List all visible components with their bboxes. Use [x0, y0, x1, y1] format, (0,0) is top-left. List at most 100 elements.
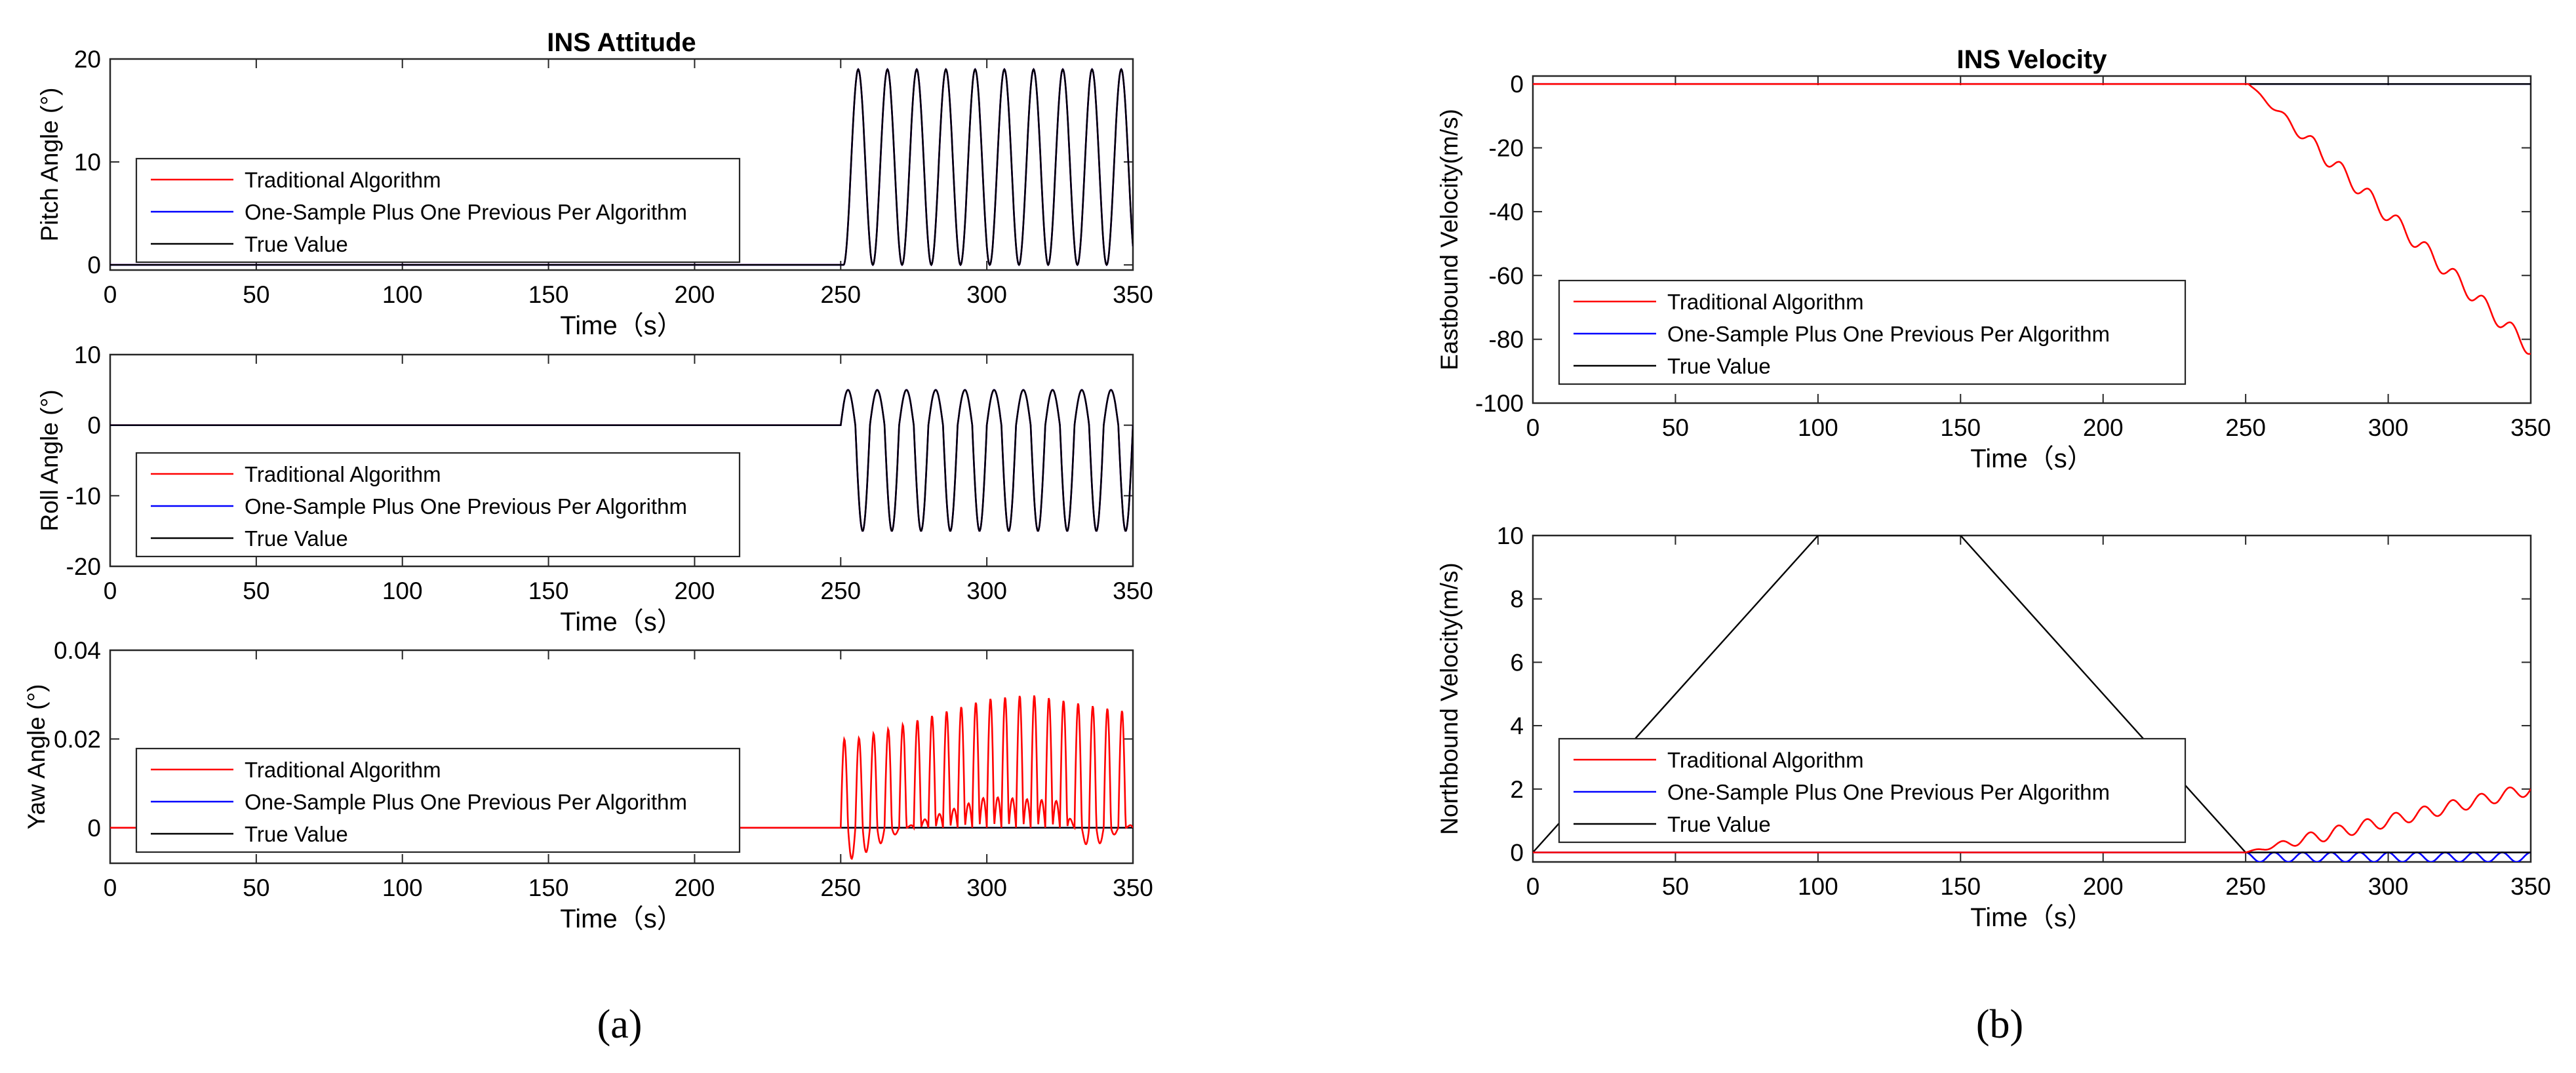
x-tick-label: 350: [1113, 874, 1153, 901]
y-tick-label: 10: [74, 149, 101, 176]
y-tick-label: -10: [66, 482, 101, 509]
x-axis-label: Time（s）: [560, 608, 683, 636]
legend-entry: One-Sample Plus One Previous Per Algorit…: [245, 200, 687, 224]
x-tick-label: 250: [820, 874, 861, 901]
y-tick-label: 0: [87, 412, 101, 439]
y-tick-label: 4: [1510, 712, 1524, 739]
x-tick-label: 100: [382, 281, 423, 308]
y-tick-label: 0.04: [54, 637, 101, 664]
chart-east: 0 50 100 150 200 250 300 350 -100 -80 -60 -40 -20 0 Tr…: [1436, 45, 2551, 473]
legend-entry: Traditional Algorithm: [1667, 290, 1864, 314]
y-axis-label: Pitch Angle (°): [36, 88, 63, 242]
x-tick-label: 0: [104, 281, 117, 308]
x-tick-label: 0: [1526, 873, 1540, 900]
y-tick-label: 0: [87, 252, 101, 279]
y-tick-label: 0: [1510, 839, 1524, 866]
x-tick-label: 50: [1662, 873, 1689, 900]
y-axis-label: Yaw Angle (°): [23, 684, 50, 830]
y-tick-label: 10: [74, 341, 101, 368]
y-tick-label: 0.02: [54, 726, 101, 752]
x-tick-label: 300: [2368, 414, 2409, 441]
x-tick-label: 150: [1940, 873, 1981, 900]
x-tick-label: 200: [675, 874, 715, 901]
x-tick-label: 100: [1798, 414, 1838, 441]
x-tick-label: 50: [243, 874, 269, 901]
series-line-traditional: [1533, 787, 2531, 853]
x-tick-label: 200: [2083, 873, 2124, 900]
legend-entry: One-Sample Plus One Previous Per Algorit…: [245, 790, 687, 814]
x-tick-label: 50: [243, 281, 269, 308]
legend-entry: One-Sample Plus One Previous Per Algorit…: [1667, 322, 2110, 346]
x-tick-label: 300: [966, 577, 1007, 604]
y-tick-label: -40: [1489, 199, 1524, 225]
x-axis-label: Time（s）: [1970, 444, 2093, 473]
x-tick-label: 150: [528, 281, 569, 308]
panel-a-label: (a): [597, 1002, 643, 1047]
x-tick-label: 50: [243, 577, 269, 604]
x-tick-label: 150: [1940, 414, 1981, 441]
x-tick-label: 200: [675, 281, 715, 308]
legend-entry: True Value: [245, 526, 348, 551]
x-tick-label: 250: [820, 281, 861, 308]
x-tick-label: 250: [820, 577, 861, 604]
series-line-true-value: [110, 389, 1133, 532]
legend-entry: True Value: [245, 822, 348, 846]
legend-entry: Traditional Algorithm: [245, 758, 441, 782]
x-tick-label: 300: [966, 874, 1007, 901]
x-axis-label: Time（s）: [560, 311, 683, 340]
x-tick-label: 250: [2225, 873, 2266, 900]
y-tick-label: 20: [74, 46, 101, 73]
y-tick-label: -100: [1475, 390, 1524, 417]
series-line-true-value: [1533, 536, 2531, 853]
x-tick-label: 0: [104, 577, 117, 604]
y-tick-label: -60: [1489, 262, 1524, 289]
panel-b-label: (b): [1975, 1002, 2024, 1047]
y-tick-label: -20: [66, 553, 101, 580]
y-axis-label: Eastbound Velocity(m/s): [1436, 109, 1463, 370]
legend-box: [135, 157, 741, 263]
y-tick-label: 2: [1510, 776, 1524, 803]
x-tick-label: 200: [2083, 414, 2124, 441]
x-tick-label: 350: [2510, 873, 2551, 900]
x-tick-label: 250: [2225, 414, 2266, 441]
chart-yaw: 0 50 100 150 200 250 300 350 0 0.02 0.04 Traditiona…: [23, 637, 1153, 933]
legend-entry: True Value: [245, 232, 348, 256]
x-tick-label: 350: [1113, 281, 1153, 308]
x-tick-label: 350: [1113, 577, 1153, 604]
y-tick-label: 8: [1510, 586, 1524, 613]
series-line-traditional: [1533, 83, 2531, 355]
x-axis-label: Time（s）: [560, 905, 683, 933]
legend-box: [1558, 737, 2187, 844]
legend-box: [135, 747, 741, 853]
chart-north: 0 50 100 150 200 250 300 350 0 2 4 6 8 10 Traditional …: [1436, 522, 2551, 932]
chart-title: INS Attitude: [547, 28, 696, 57]
x-tick-label: 150: [528, 577, 569, 604]
x-tick-label: 100: [382, 874, 423, 901]
x-tick-label: 0: [1526, 414, 1540, 441]
x-tick-label: 50: [1662, 414, 1689, 441]
legend-entry: One-Sample Plus One Previous Per Algorit…: [1667, 780, 2110, 804]
chart-title: INS Velocity: [1957, 45, 2108, 74]
legend-entry: Traditional Algorithm: [1667, 748, 1864, 772]
x-tick-label: 350: [2510, 414, 2551, 441]
y-tick-label: 0: [1510, 71, 1524, 98]
y-tick-label: -20: [1489, 135, 1524, 162]
x-tick-label: 100: [382, 577, 423, 604]
x-tick-label: 300: [2368, 873, 2409, 900]
y-axis-label: Roll Angle (°): [36, 389, 63, 531]
legend-entry: Traditional Algorithm: [245, 462, 441, 486]
y-axis-label: Northbound Velocity(m/s): [1436, 562, 1463, 834]
y-tick-label: -80: [1489, 326, 1524, 353]
legend-entry: One-Sample Plus One Previous Per Algorit…: [245, 494, 687, 518]
x-tick-label: 300: [966, 281, 1007, 308]
legend-entry: True Value: [1667, 354, 1771, 378]
legend-entry: Traditional Algorithm: [245, 168, 441, 192]
x-tick-label: 150: [528, 874, 569, 901]
y-tick-label: 6: [1510, 649, 1524, 676]
legend-box: [1558, 279, 2187, 385]
x-tick-label: 100: [1798, 873, 1838, 900]
legend-entry: True Value: [1667, 812, 1771, 836]
y-tick-label: 10: [1497, 522, 1524, 549]
chart-roll: 0 50 100 150 200 250 300 350 -20 -10 0 10 Traditiona…: [36, 341, 1153, 636]
